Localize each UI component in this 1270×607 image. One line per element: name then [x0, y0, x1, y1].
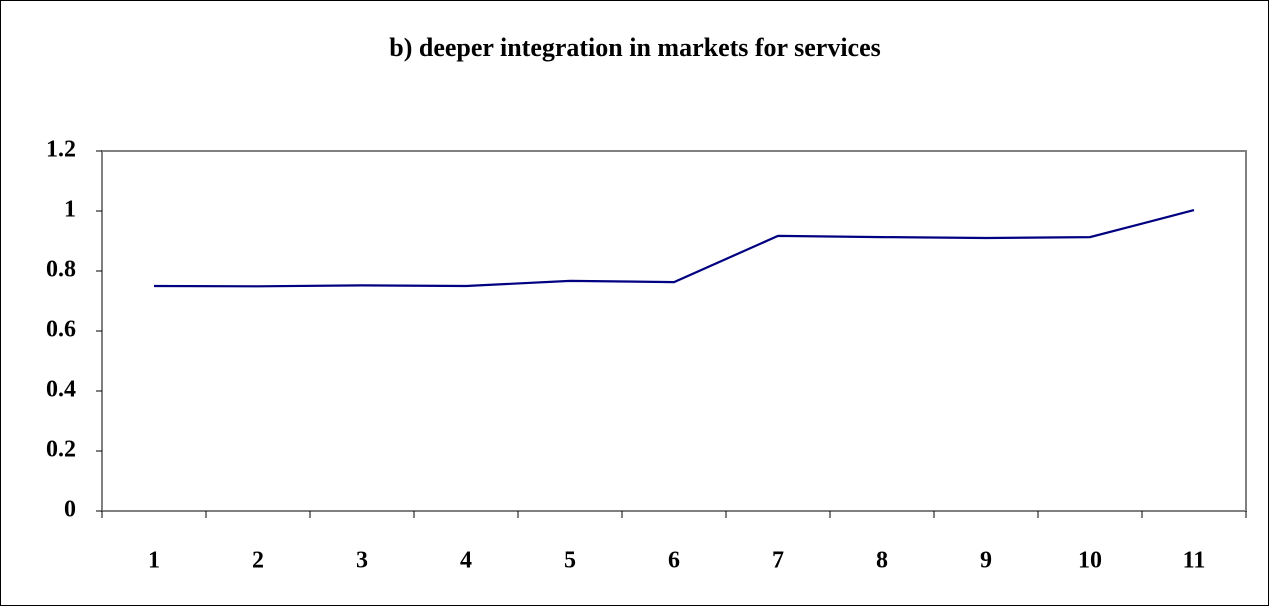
- x-tick-label: 1: [148, 548, 160, 574]
- x-tick-label: 10: [1078, 548, 1102, 574]
- y-tick-label: 0.2: [46, 437, 76, 463]
- x-tick-label: 6: [668, 548, 680, 574]
- x-tick-label: 5: [564, 548, 576, 574]
- x-tick-label: 4: [460, 548, 472, 574]
- x-tick-label: 9: [980, 548, 992, 574]
- y-tick-label: 1: [64, 197, 76, 223]
- x-tick-label: 3: [356, 548, 368, 574]
- y-tick-label: 0: [64, 497, 76, 523]
- chart-title: b) deeper integration in markets for ser…: [389, 33, 881, 62]
- data-line: [153, 209, 1195, 288]
- y-tick-label: 0.6: [46, 317, 76, 343]
- y-tick-label: 1.2: [46, 137, 76, 163]
- x-tick-label: 11: [1183, 548, 1206, 574]
- y-tick-label: 0.8: [46, 257, 76, 283]
- x-tick-label: 2: [252, 548, 264, 574]
- y-tick-label: 0.4: [46, 377, 76, 403]
- x-tick-label: 8: [876, 548, 888, 574]
- x-tick-label: 7: [772, 548, 784, 574]
